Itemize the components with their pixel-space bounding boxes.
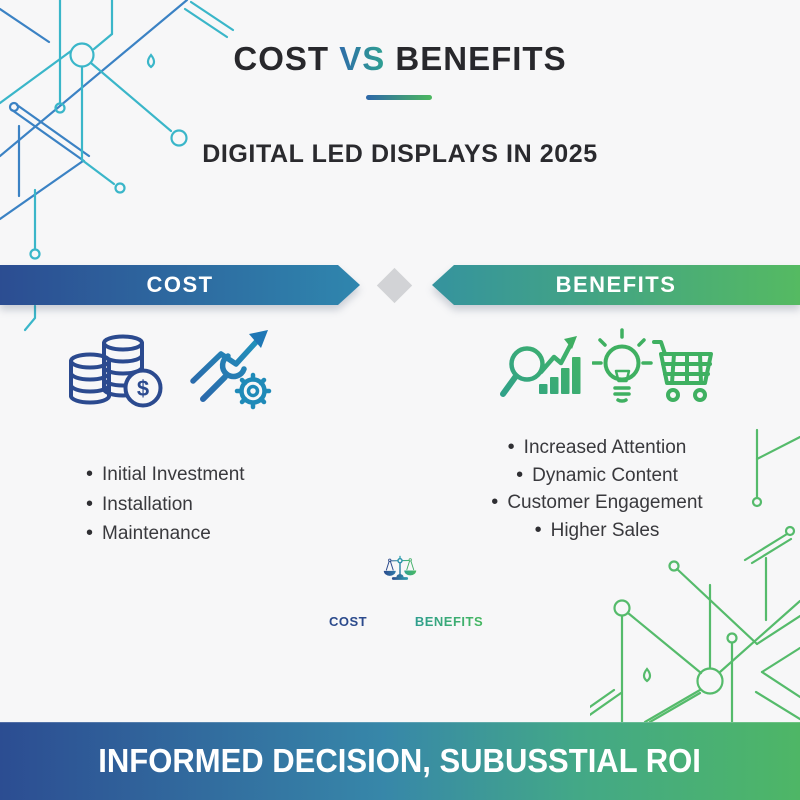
list-item: Initial Investment [86,460,245,490]
dollar-sign: $ [137,376,149,401]
growth-tools-icon [190,330,272,410]
title-cost: COST [233,40,330,77]
title-benefits: BENEFITS [395,40,567,77]
benefits-ribbon: BENEFITS [432,265,800,305]
title-divider [366,95,432,100]
cost-ribbon-shape: COST [0,265,360,305]
footer-banner: INFORMED DECISION, SUBUSSTIAL ROI [0,722,800,800]
list-item: Customer Engagement [452,489,742,517]
circuit-decoration-top-left [0,0,235,332]
lightbulb-icon [592,328,653,403]
scale-cost-label: COST [328,614,368,629]
cost-items-list: Initial Investment Installation Maintena… [86,460,245,549]
list-item: Installation [86,490,245,520]
footer-text: INFORMED DECISION, SUBUSSTIAL ROI [98,742,702,779]
cost-ribbon: COST [0,265,360,305]
page-subtitle: DIGITAL LED DISPLAYS IN 2025 [202,140,598,168]
benefits-items-list: Increased Attention Dynamic Content Cust… [452,434,742,544]
coins-dollar-icon: $ [69,334,163,408]
list-item: Dynamic Content [452,462,742,490]
analytics-magnifier-icon [500,336,581,397]
balance-scale-graphic [383,555,417,580]
scale-benefits-label: BENEFITS [414,614,484,629]
balance-scale: COST BENEFITS [300,553,500,703]
list-item: Higher Sales [452,517,742,545]
shopping-cart-icon [652,340,713,402]
cost-ribbon-label: COST [146,272,214,297]
benefits-ribbon-shape: BENEFITS [432,265,800,305]
page-title: COST VS BENEFITS [0,40,800,78]
title-vs: VS [339,40,386,77]
benefits-ribbon-label: BENEFITS [555,272,677,297]
center-diamond [376,267,413,304]
list-item: Increased Attention [452,434,742,462]
circuit-decoration-bottom-right [590,428,800,722]
list-item: Maintenance [86,519,245,549]
